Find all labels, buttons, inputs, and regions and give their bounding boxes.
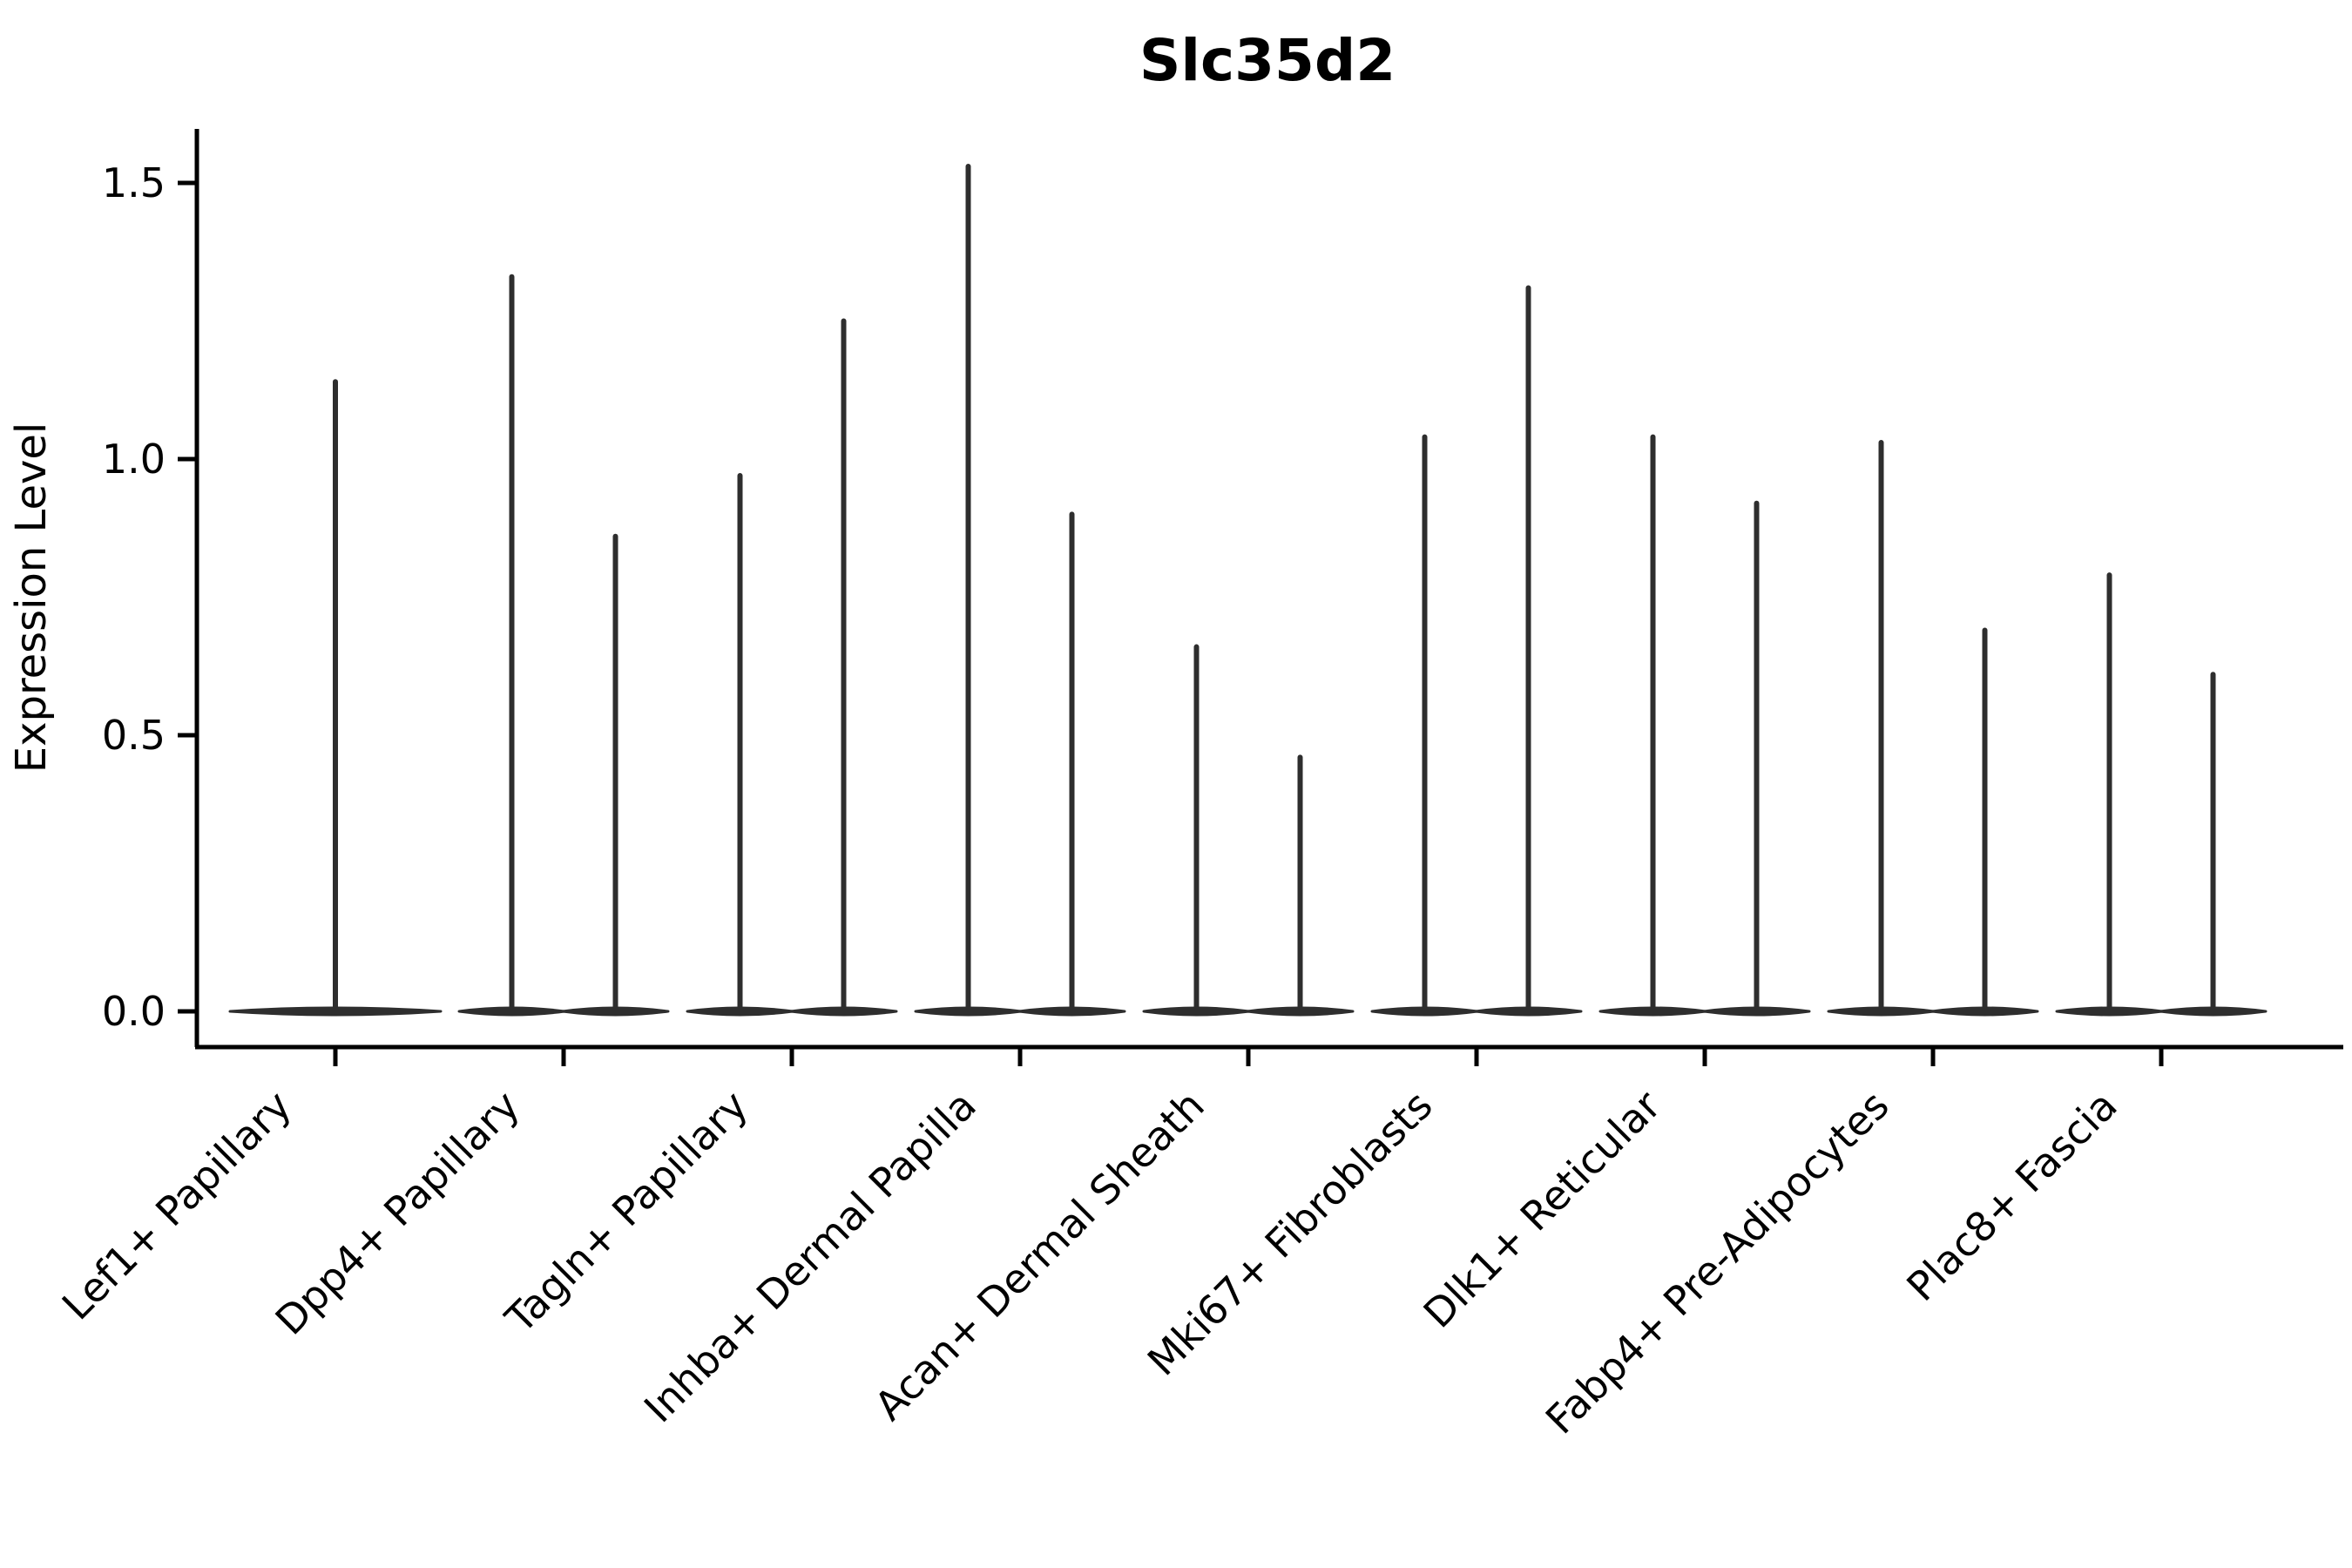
chart-title: Slc35d2 [1139, 27, 1396, 94]
y-axis-label: Expression Level [7, 422, 56, 774]
violin [1370, 434, 1479, 1017]
x-tick-label: Tagln+ Papillary [496, 1082, 757, 1343]
violin [1598, 434, 1707, 1017]
violin [2055, 572, 2164, 1017]
violin [686, 473, 794, 1017]
violin [914, 163, 1023, 1017]
violin [1246, 754, 1355, 1017]
y-tick-label: 1.5 [102, 159, 166, 206]
y-tick-label: 0.5 [102, 712, 166, 759]
violin [1930, 627, 2039, 1017]
violin [789, 318, 898, 1017]
violin [1827, 439, 1936, 1017]
axes-spines [194, 129, 2343, 1050]
y-tick-label: 1.0 [102, 436, 166, 483]
x-tick-label: Lef1+ Papillary [53, 1082, 301, 1329]
violin [561, 533, 670, 1017]
y-tick-label: 0.0 [102, 988, 166, 1035]
violin [1702, 500, 1811, 1017]
y-axis-ticks: 0.0 0.5 1.0 1.5 [102, 159, 197, 1035]
violin [1017, 511, 1126, 1017]
violin [2159, 672, 2268, 1017]
violin [1474, 285, 1583, 1017]
x-tick-label: Dlk1+ Reticular [1415, 1082, 1670, 1337]
violins-group [228, 163, 2268, 1017]
violin [457, 274, 566, 1017]
violin [1142, 644, 1251, 1017]
x-tick-label: Plac8+ Fascia [1897, 1082, 2126, 1310]
x-tick-label: Dpp4+ Papillary [267, 1082, 529, 1344]
violin [228, 379, 443, 1017]
